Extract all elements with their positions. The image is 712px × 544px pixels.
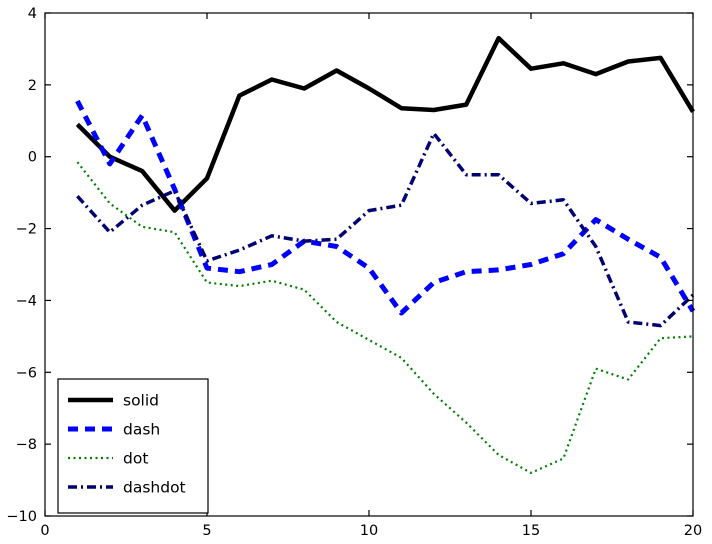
x-axis-tick-label: 10 (360, 523, 378, 539)
y-axis-tick-label: −6 (16, 365, 37, 381)
y-axis-tick-label: 2 (28, 78, 37, 94)
x-axis-tick-label: 0 (40, 523, 49, 539)
y-axis-tick-label: 0 (28, 150, 37, 166)
y-axis-tick-label: −10 (6, 509, 37, 525)
legend-item-solid: solid (68, 392, 159, 410)
x-axis-tick-label: 20 (684, 523, 702, 539)
y-axis-tick-label: −8 (16, 437, 37, 453)
legend-item-dashdot: dashdot (68, 479, 186, 497)
x-axis-tick-label: 5 (202, 523, 211, 539)
y-axis-tick-label: −4 (16, 293, 37, 309)
series-line-dashdot (76, 131, 695, 328)
legend-label: dash (123, 421, 160, 439)
legend-label: dashdot (123, 479, 186, 497)
legend-item-dash: dash (68, 421, 160, 439)
y-axis-tick-label: −2 (16, 222, 37, 238)
legend-item-dot: dot (68, 450, 148, 468)
legend-label: dot (123, 450, 148, 468)
y-axis-tick-label: 4 (28, 6, 37, 22)
series-line-dot (76, 161, 694, 474)
x-axis-tick-label: 15 (522, 523, 540, 539)
legend-label: solid (123, 392, 159, 410)
